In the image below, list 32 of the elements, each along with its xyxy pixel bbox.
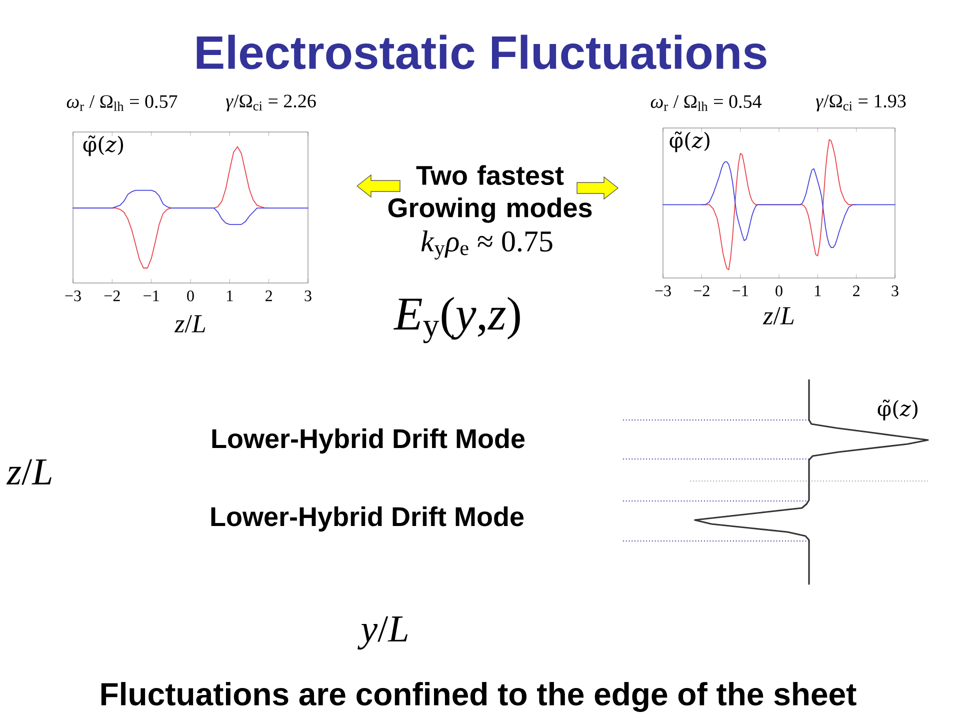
text: ω$_{r}$ / Ω$_{lh}$ = 0.54 xyxy=(650,95,762,111)
x-tick-label: 3 xyxy=(304,290,312,302)
x-tick-label: −1 xyxy=(144,290,159,302)
text: Fluctuations are confined to the edge of the sheet xyxy=(101,682,856,712)
x-tick-label: 3 xyxy=(892,286,898,296)
x-tick-label: −1 xyxy=(732,286,748,296)
x-axis-title: z/L xyxy=(762,307,794,325)
x-tick-label: −3 xyxy=(65,290,81,302)
text: E$_{y}$(y,z) xyxy=(394,296,520,344)
x-tick-label: 1 xyxy=(227,290,233,302)
x-tick-label: 2 xyxy=(853,286,860,296)
text: γ/Ω$_{ci}$ = 1.93 xyxy=(816,94,906,112)
y-axis-title: φ̃(z) xyxy=(670,131,710,152)
text: z/L xyxy=(6,459,52,485)
text: Lower-Hybrid Drift Mode xyxy=(212,428,525,454)
text: γ/Ω$_{ci}$ = 2.26 xyxy=(226,94,316,112)
text: φ̃(z) xyxy=(878,400,918,420)
text: Lower-Hybrid Drift Mode xyxy=(211,506,524,532)
x-tick-label: 0 xyxy=(187,290,194,302)
x-tick-label: −2 xyxy=(104,290,120,302)
text: k$_{y}$ρ$_{e}$ ≈ 0.75 xyxy=(421,230,552,260)
x-tick-label: 0 xyxy=(776,286,782,296)
text: ω$_{r}$ / Ω$_{lh}$ = 0.57 xyxy=(66,95,178,111)
x-tick-label: −2 xyxy=(694,286,710,296)
x-tick-label: 2 xyxy=(266,290,272,302)
x-tick-label: −3 xyxy=(655,286,671,296)
y-axis-title: φ̃(z) xyxy=(83,135,124,156)
text: Two fastest Growing modes xyxy=(388,165,592,223)
x-axis-title: z/L xyxy=(174,315,206,333)
text: y/L xyxy=(358,616,408,650)
x-tick-label: 1 xyxy=(815,286,821,296)
text: Electrostatic Fluctuations xyxy=(196,34,766,70)
